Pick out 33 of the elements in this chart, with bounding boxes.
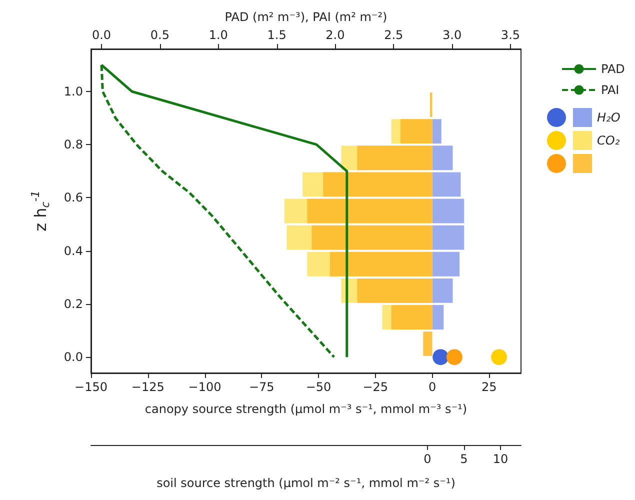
x-tick-label: −75 <box>248 380 274 394</box>
y-tick-label: 0.8 <box>64 138 83 152</box>
x2-tick-label: 1.0 <box>208 28 228 42</box>
x-tick-label: 10 <box>492 452 508 466</box>
y-tick-label: 0.4 <box>64 244 83 258</box>
legend-label: CO₂ <box>597 134 620 148</box>
legend-label: H₂O <box>597 110 620 124</box>
legend-label: PAD <box>601 62 625 76</box>
y-tick-label: 0.2 <box>64 296 83 311</box>
x-tick-label: −100 <box>188 380 222 394</box>
x-axis-title: soil source strength (μmol m⁻² s⁻¹, mmol m⁻² s⁻¹) <box>156 476 456 490</box>
x-tick-label: 5 <box>460 452 468 466</box>
x-tick-label: −150 <box>74 380 108 394</box>
y-tick-label: 0.6 <box>64 190 83 205</box>
x-tick-label: 0 <box>424 452 432 466</box>
x2-tick-label: 0.0 <box>92 28 112 42</box>
legend-label: PAI <box>601 83 620 97</box>
y-tick-label: 0.0 <box>64 350 83 364</box>
x2-tick-label: 3.5 <box>500 28 520 42</box>
x-tick-label: −50 <box>306 380 332 394</box>
x2-tick-label: 2.5 <box>384 28 404 42</box>
x-tick-label: −25 <box>362 380 388 394</box>
x-tick-label: 25 <box>482 380 497 394</box>
x2-tick-label: 3.0 <box>442 28 462 42</box>
x2-tick-label: 2.0 <box>326 28 345 42</box>
x2-axis-title: PAD (m² m⁻³), PAI (m² m⁻²) <box>224 10 388 24</box>
x-tick-label: 0 <box>428 380 436 394</box>
y-axis-title: z hc-1 <box>29 190 52 232</box>
x-tick-label: −125 <box>131 380 164 394</box>
x2-tick-label: 0.5 <box>150 28 170 42</box>
x2-tick-label: 1.5 <box>267 28 286 42</box>
y-tick-label: 1.0 <box>64 84 83 98</box>
x-axis-title: canopy source strength (μmol m⁻³ s⁻¹, mmol m⁻³ s⁻¹) <box>144 402 468 416</box>
